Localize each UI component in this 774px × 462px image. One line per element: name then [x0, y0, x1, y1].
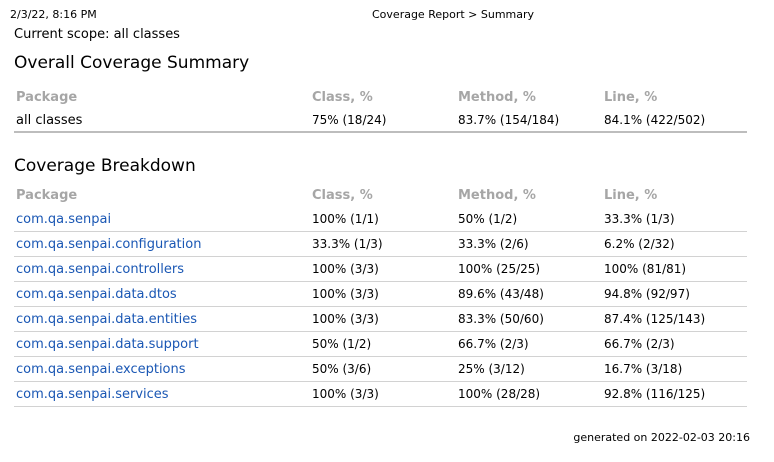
- summary-class-pct: 75% (18/24): [310, 109, 456, 133]
- class-pct-cell: 100% (3/3): [310, 281, 456, 307]
- package-cell: com.qa.senpai.data.dtos: [14, 281, 310, 307]
- table-row: com.qa.senpai.data.entities 100% (3/3) 8…: [14, 306, 747, 332]
- package-link[interactable]: com.qa.senpai.controllers: [16, 261, 185, 277]
- column-header-method[interactable]: Method, %: [458, 187, 536, 203]
- package-cell: com.qa.senpai.data.entities: [14, 306, 310, 332]
- coverage-breakdown-heading: Coverage Breakdown: [14, 156, 196, 176]
- method-pct-cell: 89.6% (43/48): [456, 281, 602, 307]
- package-link[interactable]: com.qa.senpai.data.dtos: [16, 286, 177, 302]
- class-pct-cell: 50% (1/2): [310, 331, 456, 357]
- class-pct-cell: 100% (1/1): [310, 207, 456, 232]
- summary-row: all classes 75% (18/24) 83.7% (154/184) …: [14, 109, 747, 133]
- package-link[interactable]: com.qa.senpai.data.support: [16, 336, 199, 352]
- method-pct-cell: 66.7% (2/3): [456, 331, 602, 357]
- line-pct-cell: 100% (81/81): [602, 256, 747, 282]
- package-link[interactable]: com.qa.senpai: [16, 211, 112, 227]
- overall-summary-heading: Overall Coverage Summary: [14, 53, 250, 73]
- summary-line-pct: 84.1% (422/502): [602, 109, 747, 133]
- line-pct-cell: 16.7% (3/18): [602, 356, 747, 382]
- table-row: com.qa.senpai.controllers 100% (3/3) 100…: [14, 256, 747, 282]
- line-pct-cell: 87.4% (125/143): [602, 306, 747, 332]
- column-header-line[interactable]: Line, %: [604, 89, 658, 105]
- line-pct-cell: 94.8% (92/97): [602, 281, 747, 307]
- current-scope: Current scope: all classes: [14, 27, 180, 42]
- package-cell: com.qa.senpai.data.support: [14, 331, 310, 357]
- package-cell: com.qa.senpai.exceptions: [14, 356, 310, 382]
- package-link[interactable]: com.qa.senpai.exceptions: [16, 361, 186, 377]
- summary-header-row: Package Class, % Method, % Line, %: [14, 85, 747, 109]
- table-row: com.qa.senpai.configuration 33.3% (1/3) …: [14, 231, 747, 257]
- line-pct-cell: 6.2% (2/32): [602, 231, 747, 257]
- package-link[interactable]: com.qa.senpai.services: [16, 386, 169, 402]
- method-pct-cell: 83.3% (50/60): [456, 306, 602, 332]
- table-row: com.qa.senpai.services 100% (3/3) 100% (…: [14, 381, 747, 407]
- package-cell: com.qa.senpai.configuration: [14, 231, 310, 257]
- column-header-class[interactable]: Class, %: [312, 89, 373, 105]
- coverage-breakdown-table: Package Class, % Method, % Line, % com.q…: [14, 183, 747, 407]
- package-cell: com.qa.senpai.services: [14, 381, 310, 407]
- package-cell: com.qa.senpai: [14, 207, 310, 232]
- breakdown-header-row: Package Class, % Method, % Line, %: [14, 183, 747, 207]
- class-pct-cell: 100% (3/3): [310, 381, 456, 407]
- method-pct-cell: 25% (3/12): [456, 356, 602, 382]
- summary-package: all classes: [14, 109, 310, 133]
- class-pct-cell: 33.3% (1/3): [310, 231, 456, 257]
- method-pct-cell: 100% (28/28): [456, 381, 602, 407]
- table-row: com.qa.senpai.data.support 50% (1/2) 66.…: [14, 331, 747, 357]
- column-header-method[interactable]: Method, %: [458, 89, 536, 105]
- generated-footer: generated on 2022-02-03 20:16: [573, 431, 750, 444]
- line-pct-cell: 33.3% (1/3): [602, 207, 747, 232]
- column-header-package[interactable]: Package: [16, 89, 78, 105]
- print-header: 2/3/22, 8:16 PM Coverage Report > Summar…: [0, 8, 774, 22]
- print-date: 2/3/22, 8:16 PM: [10, 8, 97, 21]
- class-pct-cell: 50% (3/6): [310, 356, 456, 382]
- table-row: com.qa.senpai 100% (1/1) 50% (1/2) 33.3%…: [14, 207, 747, 232]
- column-header-class[interactable]: Class, %: [312, 187, 373, 203]
- package-cell: com.qa.senpai.controllers: [14, 256, 310, 282]
- overall-summary-table: Package Class, % Method, % Line, % all c…: [14, 85, 747, 133]
- line-pct-cell: 92.8% (116/125): [602, 381, 747, 407]
- summary-method-pct: 83.7% (154/184): [456, 109, 602, 133]
- print-title: Coverage Report > Summary: [372, 8, 535, 21]
- method-pct-cell: 33.3% (2/6): [456, 231, 602, 257]
- package-link[interactable]: com.qa.senpai.configuration: [16, 236, 202, 252]
- column-header-package[interactable]: Package: [16, 187, 78, 203]
- line-pct-cell: 66.7% (2/3): [602, 331, 747, 357]
- method-pct-cell: 50% (1/2): [456, 207, 602, 232]
- class-pct-cell: 100% (3/3): [310, 306, 456, 332]
- table-row: com.qa.senpai.exceptions 50% (3/6) 25% (…: [14, 356, 747, 382]
- package-link[interactable]: com.qa.senpai.data.entities: [16, 311, 198, 327]
- table-row: com.qa.senpai.data.dtos 100% (3/3) 89.6%…: [14, 281, 747, 307]
- method-pct-cell: 100% (25/25): [456, 256, 602, 282]
- column-header-line[interactable]: Line, %: [604, 187, 658, 203]
- class-pct-cell: 100% (3/3): [310, 256, 456, 282]
